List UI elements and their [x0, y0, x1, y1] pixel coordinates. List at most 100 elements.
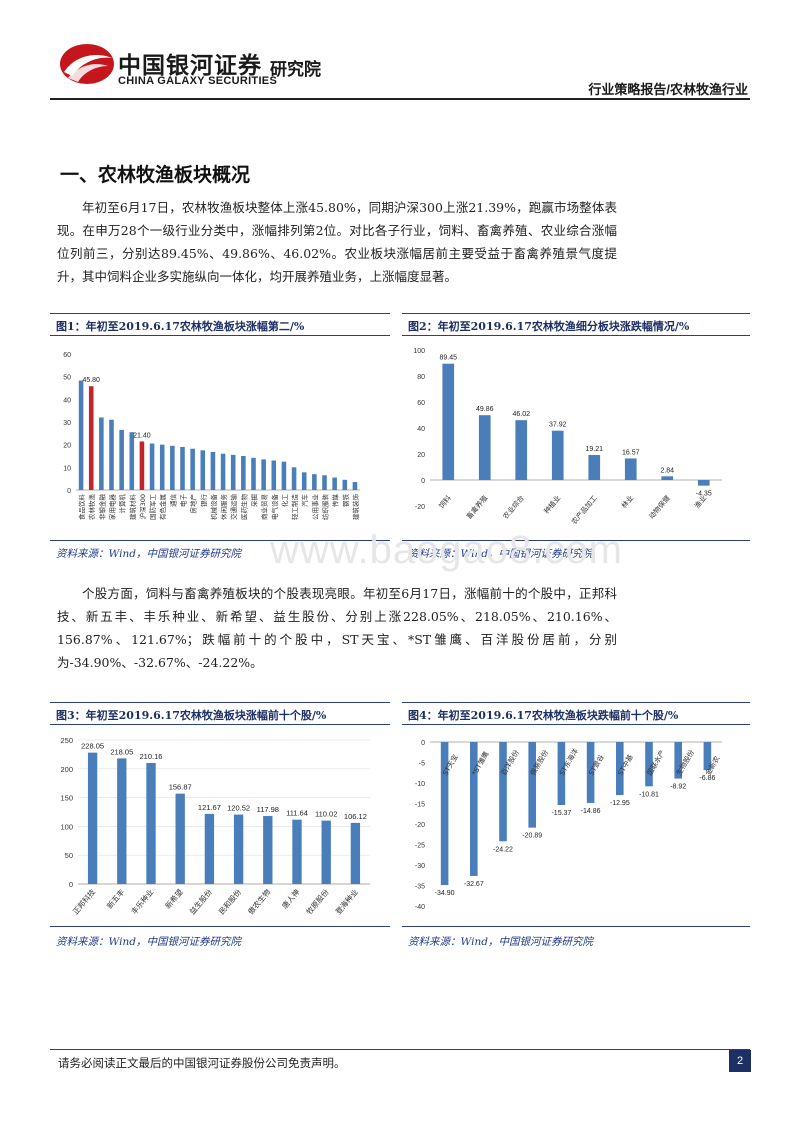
x-tick-label: 非银金融	[97, 494, 106, 521]
bar	[149, 443, 155, 490]
x-tick-label: 通信	[168, 494, 177, 508]
data-label: 117.98	[257, 805, 279, 814]
data-label: 210.16	[140, 752, 163, 761]
x-tick-label: 农业综合	[501, 494, 526, 521]
bar	[180, 446, 185, 490]
x-tick-label: 医药生物	[239, 494, 248, 521]
bar	[499, 742, 507, 842]
section-title: 一、农林牧渔板块概况	[60, 165, 251, 186]
data-label: 120.52	[227, 804, 250, 813]
y-tick-label: 0	[67, 488, 71, 495]
data-label: -12.95	[610, 800, 630, 807]
bar	[342, 479, 348, 490]
y-tick-label: 60	[63, 352, 71, 359]
chart-fig1: 0 10 20 30 40 50 60 食品饮料 45.80 农林牧渔 非银金融 家用电器 计算机 建筑材…	[63, 352, 360, 521]
company-logo	[58, 42, 116, 86]
x-tick-label: 采掘	[250, 494, 259, 508]
x-tick-label: 正邦科技	[70, 886, 97, 916]
bar	[478, 415, 491, 480]
x-tick-label: 有色金属	[158, 494, 167, 520]
x-tick-label: 国防军工	[148, 494, 157, 521]
bar	[220, 453, 226, 490]
x-tick-label: 农林牧渔	[87, 494, 96, 521]
bar	[119, 429, 124, 490]
y-tick-label: 60	[417, 400, 425, 407]
x-tick-label: 沪深300	[138, 494, 147, 519]
figure-bottom-rule	[50, 540, 390, 541]
y-tick-label: -10	[415, 781, 425, 788]
y-tick-label: 0	[69, 880, 73, 889]
bar	[515, 420, 528, 480]
y-tick-label: -5	[419, 761, 425, 768]
x-tick-label: 电气设备	[270, 494, 279, 521]
source-note: 资料来源：Wind，中国银河证券研究院	[408, 936, 593, 948]
paragraph-overview: 年初至6月17日，农林牧渔板块整体上涨45.80%，同期沪深300上涨21.39…	[57, 196, 617, 288]
y-tick-label: -25	[415, 843, 425, 850]
bar	[624, 458, 637, 480]
x-tick-label: 休闲服务	[219, 494, 228, 521]
figure-bottom-rule	[402, 926, 750, 927]
logo-chinese-name: 中国银河证券	[118, 52, 262, 78]
data-label: 49.86	[476, 406, 494, 413]
data-label: 110.02	[315, 810, 337, 819]
paragraph-text: 个股方面，饲料与畜禽养殖板块的个股表现亮眼。年初至6月17日，涨幅前十的个股中，…	[57, 586, 617, 670]
data-label: 121.67	[198, 803, 221, 812]
bar	[261, 459, 266, 490]
x-tick-label: 公用事业	[310, 494, 319, 521]
x-tick-label: 商业贸易	[260, 494, 269, 520]
x-tick-label: 牧原股份	[304, 886, 331, 916]
x-tick-label: 交通运输	[229, 494, 238, 521]
x-tick-label: 食品饮料	[77, 494, 86, 521]
y-tick-label: -20	[415, 822, 425, 829]
bar	[661, 476, 674, 480]
x-tick-label: 丰乐种业	[129, 886, 156, 916]
bar	[442, 363, 455, 480]
figure-2-title: 图2：年初至2019.6.17农林牧渔细分板块涨跌幅情况/%	[408, 320, 690, 333]
y-tick-label: 30	[63, 420, 71, 427]
y-tick-label: 10	[63, 465, 71, 472]
figure-top-rule	[402, 313, 750, 314]
x-tick-label: 传媒	[331, 494, 340, 508]
x-tick-label: 建筑装饰	[351, 494, 360, 521]
x-tick-label: 益生股份	[187, 886, 214, 916]
y-tick-label: 250	[60, 736, 73, 745]
y-tick-label: 100	[413, 348, 425, 355]
bar	[210, 451, 216, 490]
data-label: 37.92	[549, 422, 567, 429]
x-tick-label: 动物保健	[647, 494, 672, 521]
x-tick-label: 电子	[179, 494, 188, 508]
bar	[190, 448, 195, 490]
bar	[697, 480, 710, 486]
footer-divider	[50, 1049, 750, 1050]
institute-label: 研究院	[270, 60, 321, 79]
data-label: 45.80	[82, 377, 100, 384]
y-tick-label: -20	[415, 504, 425, 511]
data-label: 111.64	[286, 809, 308, 818]
bar	[241, 456, 246, 490]
y-tick-label: 0	[421, 478, 425, 485]
galaxy-logo-icon	[60, 44, 114, 84]
x-tick-label: 轻工制造	[290, 494, 299, 521]
data-label: 46.02	[512, 411, 530, 418]
data-label: -20.89	[522, 833, 542, 840]
chart-fig2: -20 0 20 40 60 80 100 89.45 饲料 49.86 畜禽养殖 46.02 农业综合…	[413, 348, 722, 526]
x-tick-label: 林业	[619, 494, 635, 511]
source-note: 资料来源：Wind，中国银河证券研究院	[56, 548, 241, 560]
x-tick-label: 汽车	[300, 494, 309, 508]
bar	[159, 444, 165, 490]
data-label: 106.12	[344, 812, 367, 821]
y-tick-label: 20	[63, 443, 71, 450]
bar	[175, 793, 185, 884]
data-label: 21.40	[133, 432, 151, 439]
bar	[204, 813, 215, 884]
x-tick-label: 饲料	[437, 494, 453, 511]
chart-fig3: 0 50 100 150 200 250 228.05 正邦科技 218.05 新五丰 210.16…	[60, 736, 370, 916]
bar	[586, 742, 595, 803]
y-tick-label: 50	[65, 851, 73, 860]
figure-title-rule	[50, 724, 390, 725]
figure-1-title: 图1：年初至2019.6.17农林牧渔板块涨幅第二/%	[56, 320, 305, 333]
data-label: 218.05	[110, 747, 133, 756]
data-label: 156.87	[169, 783, 192, 792]
x-tick-label: 化工	[280, 494, 289, 508]
page-number: 2	[729, 1050, 751, 1072]
